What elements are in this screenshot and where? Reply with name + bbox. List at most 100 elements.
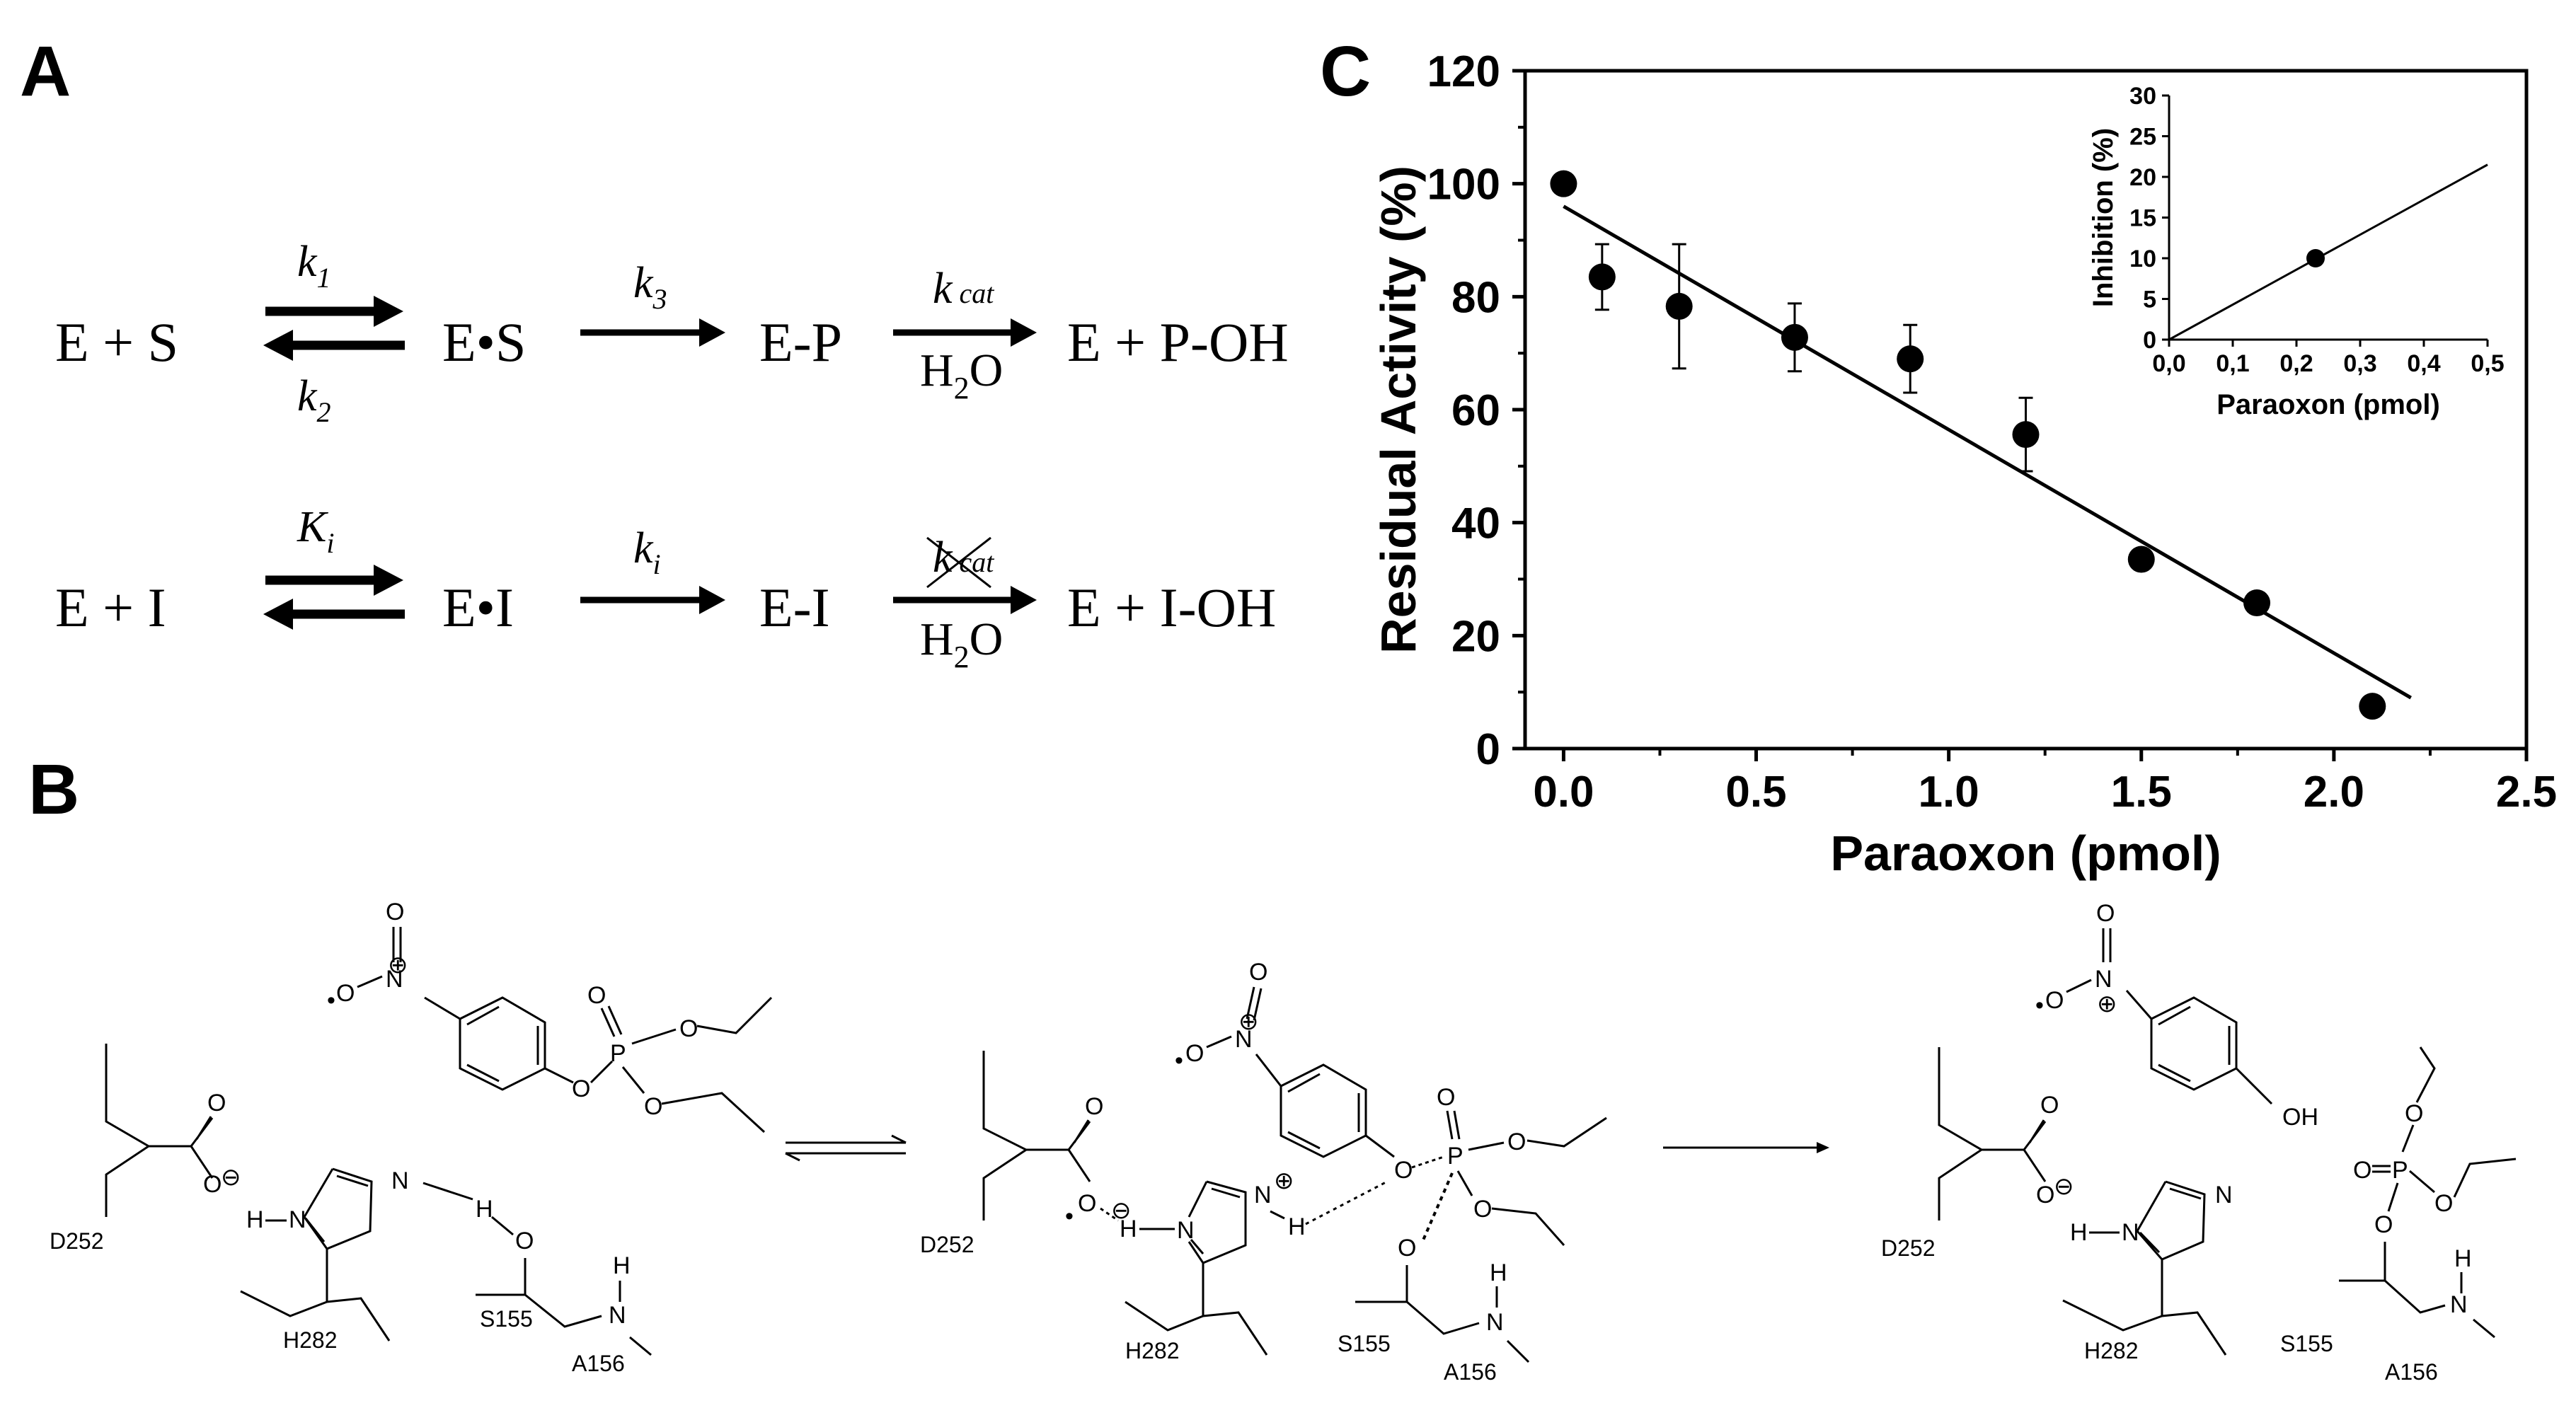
residue-a156: A156: [572, 1351, 625, 1376]
svg-text:H: H: [1490, 1259, 1507, 1286]
svg-text:⊕: ⊕: [388, 952, 408, 979]
inset-y-tick-label: 30: [2129, 83, 2156, 110]
svg-text:P: P: [2392, 1157, 2408, 1184]
kinetic-scheme: E + S k1 k2 E•S k3 E-P k cat H2O E + P-OH…: [55, 238, 1289, 674]
residue-s155: S155: [480, 1306, 533, 1332]
svg-text:O: O: [2434, 1190, 2453, 1217]
svg-text:O: O: [644, 1093, 662, 1120]
main-x-axis-label: Paraoxon (pmol): [1830, 826, 2221, 881]
row1-k3: k3: [633, 259, 667, 315]
svg-text:O: O: [1507, 1129, 1526, 1155]
main-x-tick-label: 1.5: [2111, 768, 2172, 816]
row1-arrow-kcat: [893, 318, 1037, 347]
state-1: O O ⊖ D252 N N H H282 H O N H S155 A156: [50, 899, 773, 1376]
inset-y-tick-label: 10: [2129, 246, 2156, 272]
inset-data-points: [2306, 249, 2325, 267]
main-y-tick-label: 60: [1451, 386, 1500, 435]
main-x-tick-labels: 0.0 0.5 1.0 1.5 2.0 2.5: [1533, 768, 2557, 816]
row2-complex: E•I: [442, 577, 514, 638]
inset-x-tick-label: 0,5: [2471, 350, 2504, 377]
svg-text:O: O: [2036, 1182, 2054, 1208]
svg-text:O: O: [203, 1171, 222, 1198]
main-axis-ticks: [1512, 69, 2529, 761]
inset-x-tick-label: 0,3: [2343, 350, 2376, 377]
svg-text:N: N: [2450, 1291, 2468, 1318]
main-x-tick-label: 2.5: [2496, 768, 2557, 816]
inset-y-tick-label: 5: [2143, 287, 2156, 313]
row2-Ki: Ki: [297, 503, 334, 559]
svg-text:N: N: [2122, 1219, 2139, 1246]
row1-k2: k2: [297, 372, 331, 428]
svg-text:O: O: [515, 1228, 534, 1254]
svg-text:⊕: ⊕: [1274, 1167, 1294, 1194]
main-y-tick-label: 40: [1451, 500, 1500, 548]
svg-text:O: O: [2045, 987, 2064, 1014]
svg-text:⊖: ⊖: [2054, 1173, 2074, 1200]
inhibition-inset-chart: 0,0 0,1 0,2 0,3 0,4 0,5 0 5 10 15 20 25 30 Paraoxon…: [2088, 83, 2505, 420]
svg-text:•: •: [1175, 1047, 1183, 1074]
svg-text:OH: OH: [2282, 1104, 2318, 1131]
svg-text:•: •: [1065, 1203, 1074, 1230]
row1-products: E + P-OH: [1067, 311, 1289, 373]
inset-x-tick-label: 0,0: [2152, 350, 2185, 377]
svg-text:N: N: [1486, 1309, 1504, 1336]
inset-y-tick-labels: 0 5 10 15 20 25 30: [2129, 83, 2156, 354]
inset-y-tick-label: 15: [2129, 205, 2156, 232]
svg-text:N: N: [2215, 1182, 2233, 1208]
inset-data-point: [2306, 249, 2325, 267]
inset-y-axis-label: Inhibition (%): [2088, 128, 2119, 307]
residue-h282-product: H282: [2084, 1338, 2139, 1363]
svg-text:O: O: [1085, 1093, 1103, 1120]
row2-intermediate: E-I: [759, 577, 830, 638]
mechanism-forward-arrow: [1663, 1142, 1829, 1153]
main-data-point: [1588, 263, 1616, 291]
svg-text:N: N: [1254, 1182, 1272, 1208]
main-data-point: [2359, 693, 2386, 720]
main-x-tick-label: 1.0: [1919, 768, 1979, 816]
svg-text:N: N: [609, 1302, 626, 1329]
row1-intermediate: E-P: [759, 311, 842, 373]
residue-s155-product: S155: [2280, 1331, 2333, 1356]
svg-text:H: H: [2454, 1245, 2472, 1272]
svg-text:⊖: ⊖: [1111, 1197, 1132, 1224]
svg-text:H: H: [613, 1252, 631, 1279]
inset-x-tick-label: 0,1: [2216, 350, 2249, 377]
residue-a156-product: A156: [2385, 1359, 2438, 1385]
inset-y-tick-label: 20: [2129, 164, 2156, 191]
svg-text:O: O: [1473, 1196, 1492, 1223]
row2-water: H2O: [920, 613, 1003, 674]
svg-text:O: O: [1437, 1084, 1455, 1111]
svg-text:O: O: [1394, 1157, 1413, 1184]
svg-text:N: N: [391, 1167, 409, 1194]
row1-k1: k1: [297, 238, 331, 294]
row1-water: H2O: [920, 345, 1003, 405]
svg-text:O: O: [386, 899, 404, 925]
inset-axis-ticks: [2162, 94, 2489, 347]
svg-text:N: N: [386, 966, 403, 993]
svg-text:⊖: ⊖: [221, 1164, 241, 1191]
inset-x-axis-label: Paraoxon (pmol): [2216, 389, 2440, 420]
inset-fit-line: [2168, 163, 2488, 341]
svg-text:O: O: [1398, 1235, 1416, 1262]
svg-text:O: O: [679, 1015, 698, 1042]
svg-text:N: N: [1235, 1026, 1253, 1053]
svg-text:•: •: [327, 987, 335, 1014]
main-error-bars: [1594, 243, 2033, 473]
main-fit-line: [1563, 204, 2412, 700]
panel-label-b: B: [28, 750, 79, 829]
inset-y-tick-label: 25: [2129, 124, 2156, 151]
residue-h282: H282: [283, 1327, 338, 1353]
state-3: O O ⊖ D252 N N H H282 N ⊕ O O • OH P: [1881, 900, 2517, 1385]
inset-x-tick-label: 0,2: [2279, 350, 2313, 377]
svg-text:H: H: [1120, 1216, 1137, 1242]
svg-text:P: P: [610, 1040, 626, 1067]
main-data-point: [1897, 345, 1924, 373]
svg-text:P: P: [1447, 1143, 1464, 1170]
row1-kcat: k cat: [933, 265, 994, 313]
svg-text:O: O: [1185, 1040, 1204, 1067]
svg-text:O: O: [207, 1090, 226, 1116]
svg-text:•: •: [2035, 992, 2044, 1019]
svg-text:⊕: ⊕: [2097, 991, 2117, 1017]
row1-reactants: E + S: [55, 311, 178, 373]
